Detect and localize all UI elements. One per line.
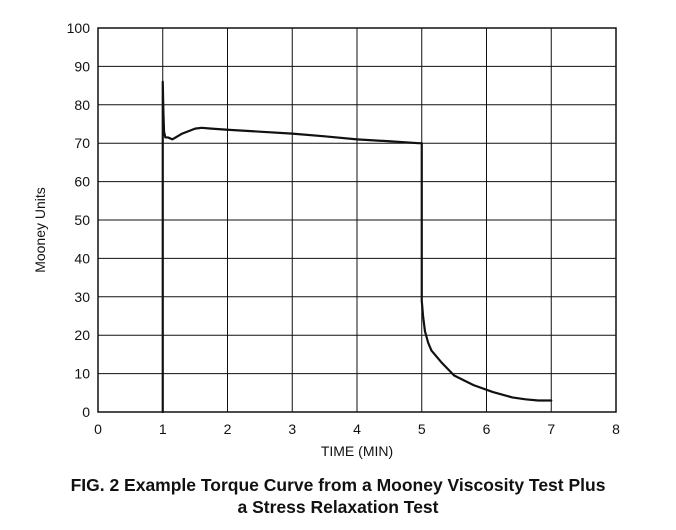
x-tick-label: 1 [159,421,167,437]
x-tick-label: 6 [483,421,491,437]
x-tick-label: 0 [94,421,102,437]
y-tick-label: 60 [74,174,90,190]
caption-line-1: FIG. 2 Example Torque Curve from a Moone… [70,475,606,495]
x-tick-label: 8 [612,421,620,437]
x-tick-label: 2 [224,421,232,437]
plot-frame [97,27,617,413]
y-tick-label: 0 [82,404,90,420]
series-lines [161,80,553,414]
y-tick-label: 50 [74,212,90,228]
x-axis-title: TIME (MIN) [321,443,393,459]
x-tick-label: 5 [418,421,426,437]
y-axis-title: Mooney Units [32,187,48,273]
y-tick-label: 100 [67,20,91,36]
y-tick-label: 70 [74,135,90,151]
torque-curve-line [161,80,553,414]
caption-line-2: a Stress Relaxation Test [237,497,439,517]
y-tick-label: 10 [74,366,90,382]
y-tick-label: 20 [74,327,90,343]
x-tick-label: 3 [288,421,296,437]
y-tick-label: 80 [74,97,90,113]
grid-lines [98,28,616,412]
figure-caption: FIG. 2 Example Torque Curve from a Moone… [0,474,676,518]
y-tick-label: 40 [74,250,90,266]
y-tick-label: 30 [74,289,90,305]
y-tick-label: 90 [74,58,90,74]
x-tick-label: 7 [547,421,555,437]
x-tick-label: 4 [353,421,361,437]
